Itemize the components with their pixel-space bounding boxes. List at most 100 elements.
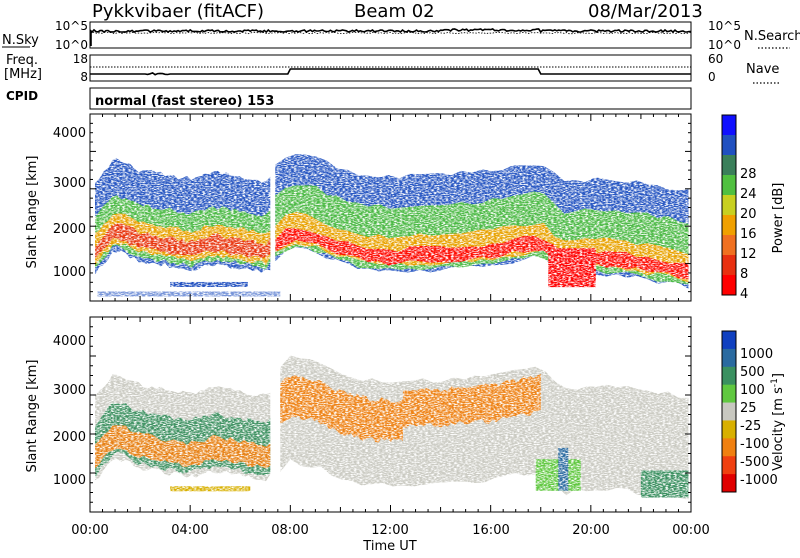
vel-cbar-25: 25 [740,401,757,416]
frequency-trace [90,68,691,76]
velocity-panel: 4000 3000 2000 1000 Slant Range [km] 100… [25,316,786,513]
power-y-tick-marks [90,113,691,302]
freq-left-tick-bottom: 8 [80,70,88,84]
power-colorbar-frame [721,114,737,296]
freq-right-tick-top: 60 [708,52,723,66]
power-near-range-band [97,291,281,297]
power-cbar-4: 4 [740,287,748,302]
velocity-band-orange [280,375,403,443]
power-colorbar-segment [722,175,736,196]
vel-ytick-3000: 3000 [53,383,86,398]
vel-cbar-500: 500 [740,365,765,380]
vel-cbar-100: 100 [740,383,765,398]
velocity-y-tick-marks [90,316,691,513]
velocity-colorbar-segment [722,438,736,457]
x-axis-label: Time UT [362,539,416,554]
freq-panel: Freq. [MHz] 18 8 60 0 Nave [4,52,780,84]
power-colorbar [721,114,737,296]
power-colorbar-segment [722,155,736,176]
freq-unit-label: [MHz] [4,67,42,82]
velocity-colorbar-segment [722,420,736,439]
noise-panel: N.Sky 10^5 10^0 10^5 10^0 N.Search [2,19,800,52]
power-cbar-label: Power [dB] [771,183,786,254]
power-cbar-28: 28 [740,167,757,182]
velocity-colorbar-segment [722,331,736,350]
velocity-band-grey [280,355,689,500]
power-ytick-2000: 2000 [53,222,86,237]
power-colorbar-segment [722,195,736,216]
noise-search-label: N.Search [744,29,800,44]
velocity-band-orange [95,425,271,469]
velocity-late-green-patch [640,470,689,498]
freq-left-tick-top: 18 [73,52,88,66]
power-low-range-band [170,281,248,287]
xtick-0400: 04:00 [171,523,208,538]
velocity-band-orange [403,373,541,428]
power-cbar-12: 12 [740,247,757,262]
noise-right-tick-bottom: 10^0 [708,38,741,52]
station-title: Pykkvibaer (fitACF) [92,1,264,22]
vel-cbar-m1000: -1000 [740,473,778,488]
cpid-panel: CPID normal (fast stereo) 153 [6,87,692,110]
velocity-colorbar-segment [722,402,736,421]
power-cbar-24: 24 [740,187,757,202]
noise-right-tick-top: 10^5 [708,19,741,33]
velocity-colorbar-segment [722,348,736,368]
noise-sky-label: N.Sky [2,33,39,48]
velocity-blue-streak [558,447,569,491]
beam-title: Beam 02 [354,1,435,22]
xtick-2000: 20:00 [572,523,609,538]
power-colorbar-segment [722,255,736,276]
power-colorbar-segment [722,135,736,156]
noise-search-trace [89,31,692,35]
vel-ytick-1000: 1000 [53,473,86,488]
velocity-colorbar-frame [721,330,737,493]
xtick-2400: 00:00 [672,523,709,538]
x-tick-marks [89,114,692,512]
vel-cbar-m25: -25 [740,419,761,434]
power-ytick-1000: 1000 [53,265,86,280]
vel-ytick-2000: 2000 [53,430,86,445]
xtick-1600: 16:00 [472,523,509,538]
velocity-colorbar-segment [722,366,736,386]
vel-cbar-m500: -500 [740,455,770,470]
velocity-colorbar-segment [722,384,736,404]
velocity-ylabel: Slant Range [km] [25,360,40,473]
noise-sky-trace [89,27,691,46]
power-cbar-16: 16 [740,227,757,242]
date-title: 08/Mar/2013 [588,1,703,22]
noise-left-tick-top: 10^5 [55,19,88,33]
velocity-colorbar-segment [722,474,736,493]
power-echo-band-red [275,228,689,280]
power-panel: 4000 3000 2000 1000 Slant Range [km] 28 … [25,113,786,302]
vel-cbar-1000: 1000 [740,347,773,362]
velocity-cbar-label: Velocity [m s-1] [770,373,786,471]
power-colorbar-segment [722,215,736,236]
freq-right-tick-bottom: 0 [708,70,716,84]
vel-ytick-4000: 4000 [53,334,86,349]
power-intense-patch [548,248,596,288]
xtick-0000: 00:00 [71,523,108,538]
noise-left-tick-bottom: 10^0 [55,38,88,52]
vel-cbar-m100: -100 [740,437,770,452]
freq-label: Freq. [6,53,38,68]
xtick-0800: 08:00 [271,523,308,538]
nave-label: Nave [746,62,779,77]
power-colorbar-segment [722,115,736,136]
velocity-colorbar-segment [722,456,736,475]
xtick-1200: 12:00 [371,523,408,538]
power-colorbar-segment [722,275,736,296]
power-echo-band-red [95,223,271,259]
velocity-colorbar [721,330,737,493]
power-cbar-20: 20 [740,207,757,222]
cpid-mode-text: normal (fast stereo) 153 [95,94,274,109]
velocity-data-layer [95,355,689,500]
cpid-label: CPID [6,89,38,103]
power-ylabel: Slant Range [km] [25,156,40,269]
power-cbar-8: 8 [740,267,748,282]
power-ytick-4000: 4000 [53,126,86,141]
power-data-layer [95,154,689,297]
velocity-low-range-band [170,486,251,492]
power-ytick-3000: 3000 [53,176,86,191]
